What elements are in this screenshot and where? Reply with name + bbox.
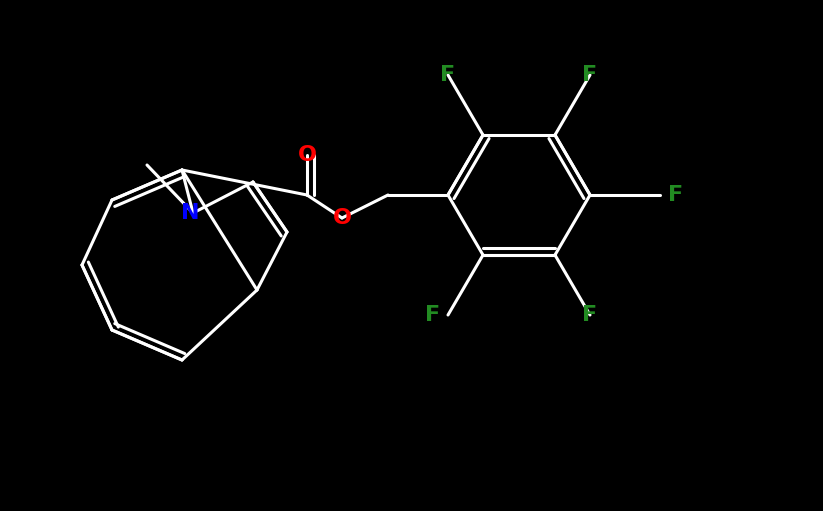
Text: F: F bbox=[440, 65, 456, 85]
Text: F: F bbox=[583, 305, 597, 325]
Text: F: F bbox=[583, 65, 597, 85]
Text: F: F bbox=[425, 305, 440, 325]
Text: O: O bbox=[297, 145, 317, 165]
Text: F: F bbox=[668, 185, 683, 205]
Text: N: N bbox=[181, 203, 199, 223]
Text: O: O bbox=[332, 208, 351, 228]
